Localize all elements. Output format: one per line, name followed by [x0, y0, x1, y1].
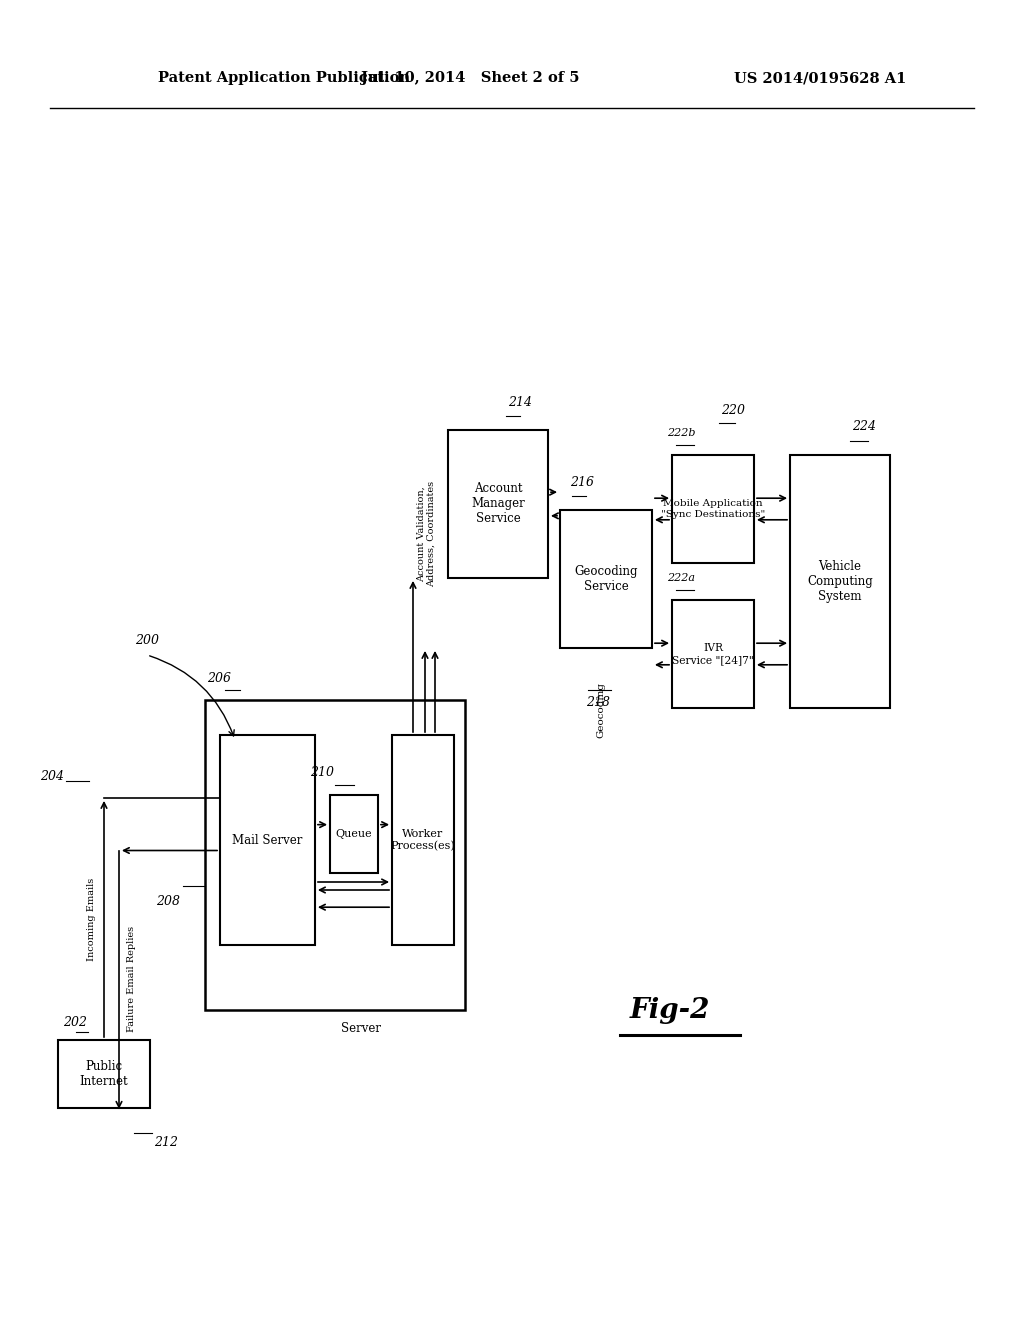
Bar [560, 510, 652, 648]
Text: US 2014/0195628 A1: US 2014/0195628 A1 [734, 71, 906, 84]
Text: Geocoding
Service: Geocoding Service [574, 565, 638, 593]
Text: 202: 202 [63, 1015, 87, 1028]
Text: Patent Application Publication: Patent Application Publication [158, 71, 410, 84]
Text: Vehicle
Computing
System: Vehicle Computing System [807, 560, 872, 603]
Bar [330, 795, 378, 873]
Text: Fig-2: Fig-2 [630, 997, 711, 1023]
Text: Account
Manager
Service: Account Manager Service [471, 483, 525, 525]
Bar [790, 455, 890, 708]
Text: Worker
Process(es): Worker Process(es) [390, 829, 456, 851]
Bar [205, 700, 465, 1010]
Bar [672, 601, 754, 708]
Text: 214: 214 [508, 396, 532, 408]
Text: 210: 210 [310, 767, 334, 780]
Text: Queue: Queue [336, 829, 373, 840]
Bar [392, 735, 454, 945]
Text: 222b: 222b [667, 428, 695, 438]
Text: Mobile Application
"Sync Destinations": Mobile Application "Sync Destinations" [660, 499, 765, 519]
Bar [220, 735, 315, 945]
Text: Account Validation,
Address, Coordinates: Account Validation, Address, Coordinates [417, 480, 435, 587]
Text: 224: 224 [852, 421, 876, 433]
Text: 220: 220 [721, 404, 745, 417]
Text: Mail Server: Mail Server [232, 833, 303, 846]
Text: IVR
Service "[24]7": IVR Service "[24]7" [672, 643, 754, 665]
Text: Geocoding: Geocoding [597, 682, 605, 738]
Text: Incoming Emails: Incoming Emails [87, 878, 96, 961]
Text: 206: 206 [207, 672, 231, 685]
Text: Public
Internet: Public Internet [80, 1060, 128, 1088]
Text: Jul. 10, 2014   Sheet 2 of 5: Jul. 10, 2014 Sheet 2 of 5 [360, 71, 580, 84]
Text: 208: 208 [156, 895, 180, 908]
Text: Failure Email Replies: Failure Email Replies [127, 927, 135, 1032]
Bar [58, 1040, 150, 1107]
Text: Server: Server [341, 1022, 381, 1035]
Text: 222a: 222a [667, 573, 695, 583]
Text: 218: 218 [586, 697, 610, 710]
Bar [449, 430, 548, 578]
Bar [672, 455, 754, 564]
Text: 212: 212 [154, 1137, 178, 1150]
Text: 216: 216 [570, 475, 594, 488]
Text: 204: 204 [40, 771, 63, 784]
Text: 200: 200 [135, 634, 159, 647]
